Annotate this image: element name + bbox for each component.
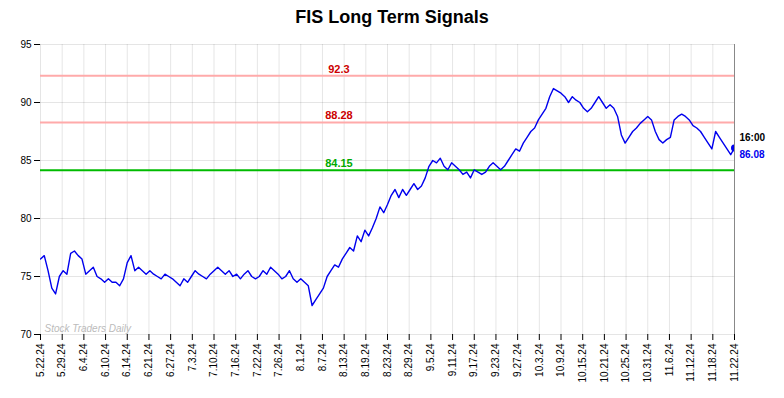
svg-text:6.4.24: 6.4.24: [78, 343, 89, 371]
svg-text:11.22.24: 11.22.24: [729, 343, 740, 382]
svg-text:6.21.24: 6.21.24: [143, 343, 154, 377]
svg-text:16:00: 16:00: [740, 132, 766, 143]
svg-text:8.19.24: 8.19.24: [360, 343, 371, 377]
svg-text:6.10.24: 6.10.24: [100, 343, 111, 377]
svg-text:92.3: 92.3: [328, 63, 349, 75]
svg-text:8.13.24: 8.13.24: [338, 343, 349, 377]
svg-text:86.08: 86.08: [740, 149, 765, 160]
svg-text:10.3.24: 10.3.24: [534, 343, 545, 377]
svg-text:10.31.24: 10.31.24: [642, 343, 653, 382]
svg-text:7.10.24: 7.10.24: [208, 343, 219, 377]
svg-text:10.25.24: 10.25.24: [620, 343, 631, 382]
svg-text:88.28: 88.28: [325, 109, 353, 121]
svg-text:Stock Traders Daily: Stock Traders Daily: [45, 323, 133, 334]
svg-text:7.16.24: 7.16.24: [230, 343, 241, 377]
svg-text:9.23.24: 9.23.24: [490, 343, 501, 377]
svg-text:90: 90: [20, 97, 32, 108]
svg-text:9.5.24: 9.5.24: [425, 343, 436, 371]
html-text:FIS Long Term Signals: FIS Long Term Signals: [295, 7, 489, 27]
svg-text:11.12.24: 11.12.24: [685, 343, 696, 382]
svg-text:8.29.24: 8.29.24: [403, 343, 414, 377]
svg-text:75: 75: [20, 271, 32, 282]
svg-text:10.9.24: 10.9.24: [555, 343, 566, 377]
svg-text:95: 95: [20, 39, 32, 50]
svg-text:5.22.24: 5.22.24: [35, 343, 46, 377]
svg-text:11.6.24: 11.6.24: [664, 343, 675, 376]
svg-text:10.15.24: 10.15.24: [577, 343, 588, 382]
svg-text:7.22.24: 7.22.24: [252, 343, 263, 377]
svg-text:9.17.24: 9.17.24: [468, 343, 479, 377]
svg-text:7.26.24: 7.26.24: [273, 343, 284, 377]
svg-text:85: 85: [20, 155, 32, 166]
svg-text:11.18.24: 11.18.24: [707, 343, 718, 382]
svg-text:6.27.24: 6.27.24: [165, 343, 176, 377]
svg-text:84.15: 84.15: [325, 157, 353, 169]
svg-text:7.3.24: 7.3.24: [187, 343, 198, 371]
svg-text:9.11.24: 9.11.24: [447, 343, 458, 376]
svg-text:8.1.24: 8.1.24: [295, 343, 306, 371]
svg-text:8.7.24: 8.7.24: [317, 343, 328, 371]
svg-text:5.29.24: 5.29.24: [56, 343, 67, 377]
svg-text:9.27.24: 9.27.24: [512, 343, 523, 377]
svg-text:80: 80: [20, 213, 32, 224]
svg-text:6.14.24: 6.14.24: [121, 343, 132, 377]
svg-text:70: 70: [20, 329, 32, 340]
svg-text:8.23.24: 8.23.24: [382, 343, 393, 377]
svg-text:10.21.24: 10.21.24: [599, 343, 610, 382]
